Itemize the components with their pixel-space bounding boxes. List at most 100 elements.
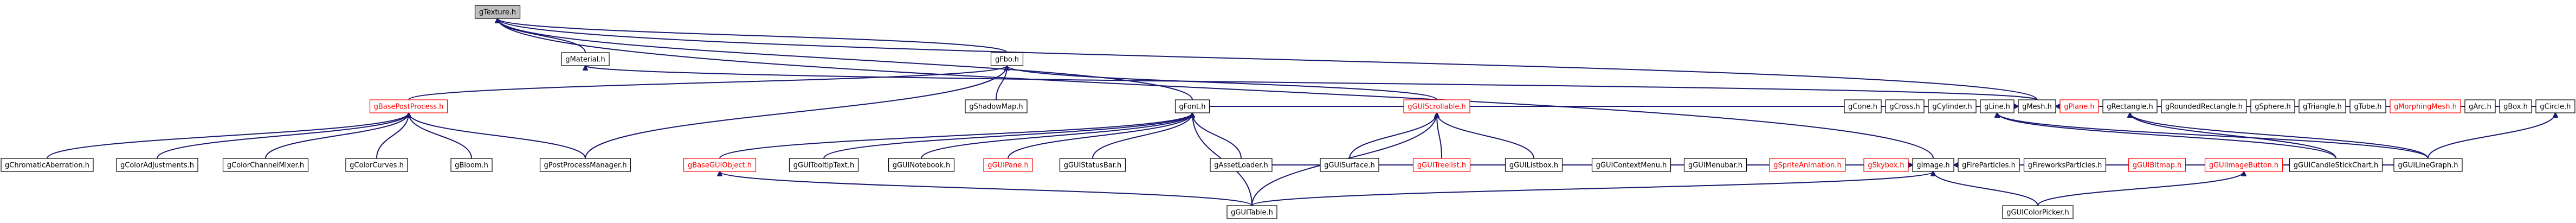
edge-gRectangle-gGUICandleStickChart [2130, 113, 2336, 159]
node-gGUISurface[interactable]: gGUISurface.h [1320, 158, 1379, 172]
node-box [474, 5, 521, 19]
node-box [2128, 158, 2186, 172]
node-box [2204, 158, 2283, 172]
node-box [1412, 158, 1471, 172]
node-gAssetLoader[interactable]: gAssetLoader.h [1210, 158, 1273, 172]
node-gRoundedRectangle[interactable]: gRoundedRectangle.h [2161, 99, 2247, 113]
edge-gLine-gGUICandleStickChart [1997, 113, 2336, 159]
node-gCross[interactable]: gCross.h [1885, 99, 1925, 113]
node-gSkybox[interactable]: gSkybox.h [1863, 158, 1909, 172]
node-gPlane[interactable]: gPlane.h [2059, 99, 2099, 113]
node-label: gColorChannelMixer.h [227, 162, 304, 170]
node-label: gBloom.h [455, 162, 488, 170]
edge-gMaterial-gMesh [585, 66, 2038, 100]
node-gColorCurves[interactable]: gColorCurves.h [345, 158, 408, 172]
node-label: gGUISurface.h [1324, 162, 1375, 170]
node-gGUIColorPicker[interactable]: gGUIColorPicker.h [2002, 205, 2074, 219]
node-gChromaticAberration[interactable]: gChromaticAberration.h [1, 158, 94, 172]
node-box [222, 158, 309, 172]
node-label: gFont.h [1179, 103, 1206, 111]
node-gArc[interactable]: gArc.h [2464, 99, 2496, 113]
node-label: gBaseGUIObject.h [688, 162, 752, 170]
node-label: gGUIMenubar.h [1688, 162, 1742, 170]
node-gGUIScrollable[interactable]: gGUIScrollable.h [1403, 99, 1470, 113]
node-box [1174, 99, 1210, 113]
node-label: gGUICandleStickChart.h [2294, 162, 2379, 170]
node-label: gGUIStatusBar.h [1064, 162, 1122, 170]
node-gGUILineGraph[interactable]: gGUILineGraph.h [2393, 158, 2463, 172]
edge-gTexture-gMesh [498, 18, 2038, 100]
node-box [1591, 158, 1671, 172]
node-box [789, 158, 859, 172]
node-label: gGUITreelist.h [1417, 162, 1466, 170]
node-box [2393, 158, 2463, 172]
edge-gFont-gGUIPane [1008, 113, 1192, 159]
edge-gRectangle-gGUILineGraph [2130, 113, 2429, 159]
node-gBasePostProcess[interactable]: gBasePostProcess.h [369, 99, 448, 113]
node-gRectangle[interactable]: gRectangle.h [2102, 99, 2158, 113]
node-gGUITooltipText[interactable]: gGUITooltipText.h [789, 158, 859, 172]
node-gGUIBitmap[interactable]: gGUIBitmap.h [2128, 158, 2186, 172]
node-label: gFireParticles.h [1962, 162, 2016, 170]
node-gImage[interactable]: gImage.h [1912, 158, 1954, 172]
node-gCone[interactable]: gCone.h [1844, 99, 1882, 113]
edge-gTexture-gMaterial [498, 18, 586, 53]
node-gCircle[interactable]: gCircle.h [2535, 99, 2575, 113]
node-gGUICandleStickChart[interactable]: gGUICandleStickChart.h [2289, 158, 2383, 172]
node-gMesh[interactable]: gMesh.h [2018, 99, 2056, 113]
edge-gBasePostProcess-gChromaticAberration [47, 113, 409, 159]
node-gBaseGUIObject[interactable]: gBaseGUIObject.h [683, 158, 757, 172]
node-gCylinder[interactable]: gCylinder.h [1928, 99, 1977, 113]
edge-gImage-gGUIColorPicker [1933, 171, 2038, 206]
node-box [2499, 99, 2532, 113]
node-gGUITable[interactable]: gGUITable.h [1226, 205, 1277, 219]
node-label: gGUIBitmap.h [2133, 162, 2182, 170]
node-gBox[interactable]: gBox.h [2499, 99, 2532, 113]
node-gColorChannelMixer[interactable]: gColorChannelMixer.h [222, 158, 309, 172]
node-label: gRectangle.h [2107, 103, 2153, 111]
node-label: gGUITooltipText.h [793, 162, 855, 170]
node-gGUIContextMenu[interactable]: gGUIContextMenu.h [1591, 158, 1671, 172]
node-gSphere[interactable]: gSphere.h [2250, 99, 2295, 113]
node-box [561, 52, 610, 66]
node-box [2250, 99, 2295, 113]
node-label: gMesh.h [2022, 103, 2052, 111]
edge-gFont-gGUIStatusBar [1092, 113, 1192, 159]
node-gGUINotebook[interactable]: gGUINotebook.h [888, 158, 955, 172]
node-gPostProcessManager[interactable]: gPostProcessManager.h [539, 158, 631, 172]
node-gGUIListbox[interactable]: gGUIListbox.h [1505, 158, 1563, 172]
node-gShadowMap[interactable]: gShadowMap.h [965, 99, 1028, 113]
node-box [2023, 158, 2107, 172]
edge-gTexture-gImage [498, 18, 1934, 159]
node-gGUIStatusBar[interactable]: gGUIStatusBar.h [1059, 158, 1126, 172]
node-gGUIMenubar[interactable]: gGUIMenubar.h [1683, 158, 1747, 172]
node-gGUIImageButton[interactable]: gGUIImageButton.h [2204, 158, 2283, 172]
edge-gGUIScrollable-gGUISurface [1349, 113, 1437, 159]
node-gMorphingMesh[interactable]: gMorphingMesh.h [2390, 99, 2461, 113]
node-gMaterial[interactable]: gMaterial.h [561, 52, 610, 66]
node-label: gTube.h [2354, 103, 2381, 111]
node-gFont[interactable]: gFont.h [1174, 99, 1210, 113]
dependency-nodes: gTexture.h gFbo.h gMaterial.h gBasePostProc… [1, 5, 2575, 219]
node-box [539, 158, 631, 172]
node-gLine[interactable]: gLine.h [1980, 99, 2015, 113]
node-gGUITreelist[interactable]: gGUITreelist.h [1412, 158, 1471, 172]
edge-gBasePostProcess-gBloom [409, 113, 472, 159]
node-box [2349, 99, 2386, 113]
node-gBloom[interactable]: gBloom.h [450, 158, 493, 172]
node-gTexture: gTexture.h [474, 5, 521, 19]
node-gColorAdjustments[interactable]: gColorAdjustments.h [116, 158, 198, 172]
node-box [1210, 158, 1273, 172]
node-gSpriteAnimation[interactable]: gSpriteAnimation.h [1769, 158, 1846, 172]
node-box [888, 158, 955, 172]
node-gFbo[interactable]: gFbo.h [990, 52, 1024, 66]
node-gTube[interactable]: gTube.h [2349, 99, 2386, 113]
node-label: gPostProcessManager.h [544, 162, 627, 170]
node-gGUIPane[interactable]: gGUIPane.h [983, 158, 1033, 172]
node-gTriangle[interactable]: gTriangle.h [2299, 99, 2346, 113]
node-box [1980, 99, 2015, 113]
node-box [1320, 158, 1379, 172]
node-gFireParticles[interactable]: gFireParticles.h [1958, 158, 2020, 172]
node-label: gBox.h [2503, 103, 2528, 111]
node-gFireworksParticles[interactable]: gFireworksParticles.h [2023, 158, 2107, 172]
